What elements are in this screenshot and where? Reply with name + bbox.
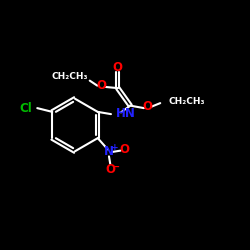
Text: O: O xyxy=(120,143,130,156)
Text: −: − xyxy=(112,162,120,172)
Text: O: O xyxy=(113,61,123,74)
Text: CH₂CH₃: CH₂CH₃ xyxy=(168,97,205,106)
Text: O: O xyxy=(105,163,115,176)
Text: HN: HN xyxy=(116,106,136,120)
Text: CH₂CH₃: CH₂CH₃ xyxy=(52,72,88,81)
Text: N: N xyxy=(104,146,114,158)
Text: O: O xyxy=(143,100,153,114)
Text: Cl: Cl xyxy=(20,102,32,114)
Text: O: O xyxy=(96,79,106,92)
Text: +: + xyxy=(111,143,118,152)
